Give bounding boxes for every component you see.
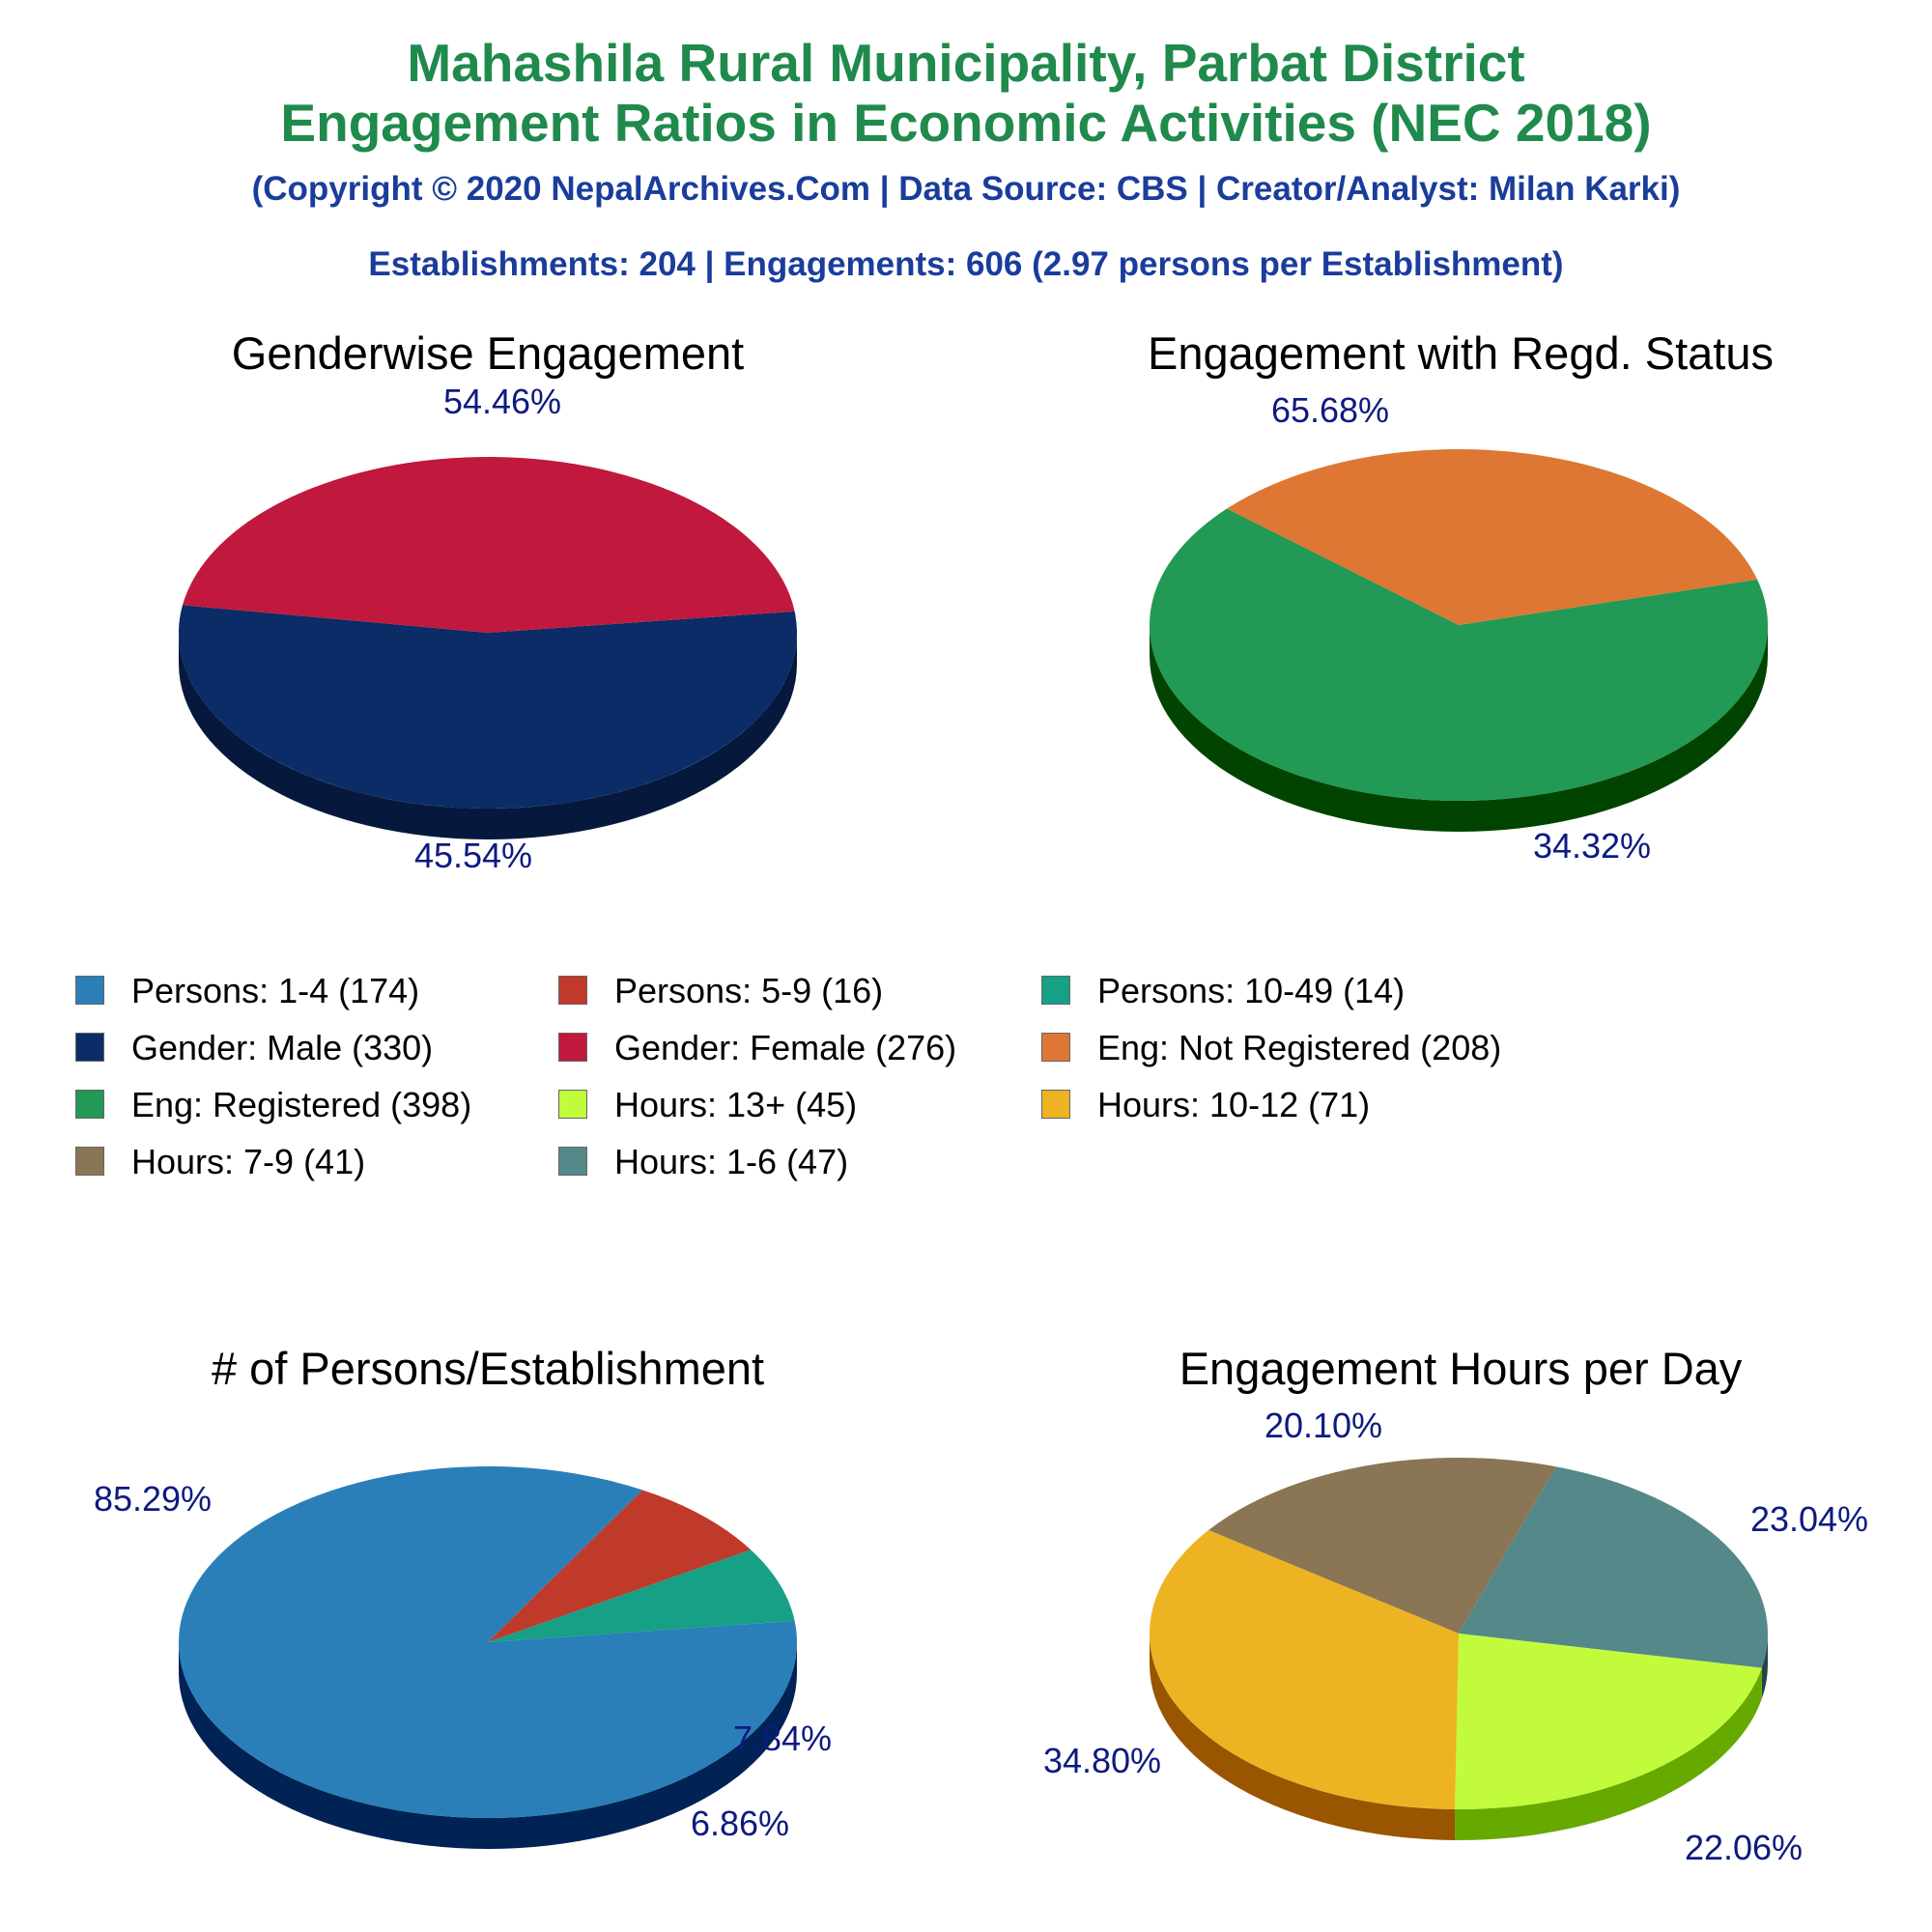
pie-slice <box>1227 448 1758 625</box>
pie-slice <box>1455 1634 1762 1809</box>
legend-label: Hours: 7-9 (41) <box>131 1142 366 1181</box>
pie-slice <box>178 605 798 810</box>
pie-slice-label: 20.10% <box>1264 1406 1382 1445</box>
chart-subtitle: Engagement Ratios in Economic Activities… <box>280 93 1652 153</box>
pie-slice-label: 34.32% <box>1533 826 1651 866</box>
pie-chart: # of Persons/Establishment 85.29% 7.84% 6.8… <box>94 1343 832 1849</box>
pie-slice-label: 7.84% <box>733 1719 832 1758</box>
pie-slice-label: 23.04% <box>1750 1499 1868 1539</box>
legend-label: Eng: Not Registered (208) <box>1097 1028 1502 1067</box>
legend-label: Persons: 10-49 (14) <box>1097 971 1406 1010</box>
pie-slice <box>488 1549 795 1642</box>
pie-slice-side <box>179 633 797 839</box>
pie-slice-side <box>1455 1667 1762 1841</box>
pie-slice-label: 65.68% <box>1271 390 1389 430</box>
pie-slice-side <box>1761 1634 1768 1699</box>
pie-title: Engagement with Regd. Status <box>1148 327 1774 379</box>
pie-title: # of Persons/Establishment <box>212 1343 764 1394</box>
legend-swatch <box>75 1147 104 1176</box>
legend-swatch <box>558 1147 587 1176</box>
chart-title: Mahashila Rural Municipality, Parbat Dis… <box>407 33 1525 93</box>
legend-swatch <box>1041 976 1070 1005</box>
pie-title: Engagement Hours per Day <box>1179 1343 1743 1394</box>
pie-slice <box>182 457 795 633</box>
pie-slice <box>1149 1530 1459 1809</box>
legend-swatch <box>1041 1090 1070 1119</box>
pie-slice-label: 45.54% <box>414 836 532 875</box>
pie-slice-label: 22.06% <box>1685 1828 1803 1867</box>
pie-slice <box>1150 508 1768 801</box>
pie-chart: Engagement Hours per Day 20.10% 23.04% 22.0… <box>1043 1343 1868 1867</box>
pie-chart: Engagement with Regd. Status 65.68% 34.32% <box>1148 327 1774 866</box>
legend-swatch <box>75 1033 104 1062</box>
pie-slice <box>1459 1466 1768 1668</box>
pie-slice-label: 54.46% <box>443 382 561 421</box>
legend-label: Hours: 1-6 (47) <box>614 1142 849 1181</box>
copyright-note: (Copyright © 2020 NepalArchives.Com | Da… <box>251 170 1681 208</box>
pie-slice <box>1208 1458 1556 1634</box>
pie-title: Genderwise Engagement <box>232 327 744 379</box>
summary-stats: Establishments: 204 | Engagements: 606 (… <box>368 245 1564 283</box>
legend-label: Eng: Registered (398) <box>131 1085 472 1124</box>
legend-label: Hours: 10-12 (71) <box>1097 1085 1371 1124</box>
legend-label: Gender: Male (330) <box>131 1028 434 1067</box>
legend-swatch <box>75 1090 104 1119</box>
pie-slice-side <box>1150 1634 1456 1840</box>
pie-slice-label: 85.29% <box>94 1479 212 1519</box>
legend-swatch <box>75 976 104 1005</box>
legend-swatch <box>558 1090 587 1119</box>
pie-slice-side <box>179 1642 797 1849</box>
pie-slice-label: 6.86% <box>691 1804 789 1843</box>
legend-label: Gender: Female (276) <box>614 1028 957 1067</box>
pie-slice <box>488 1490 752 1642</box>
legend-label: Persons: 5-9 (16) <box>614 971 884 1010</box>
legend-label: Persons: 1-4 (174) <box>131 971 420 1010</box>
pie-slice-label: 34.80% <box>1043 1741 1161 1780</box>
legend-swatch <box>1041 1033 1070 1062</box>
legend-swatch <box>558 1033 587 1062</box>
pie-slice-side <box>1150 625 1768 832</box>
pie-slice <box>179 1466 798 1819</box>
legend-swatch <box>558 976 587 1005</box>
legend-label: Hours: 13+ (45) <box>614 1085 858 1124</box>
